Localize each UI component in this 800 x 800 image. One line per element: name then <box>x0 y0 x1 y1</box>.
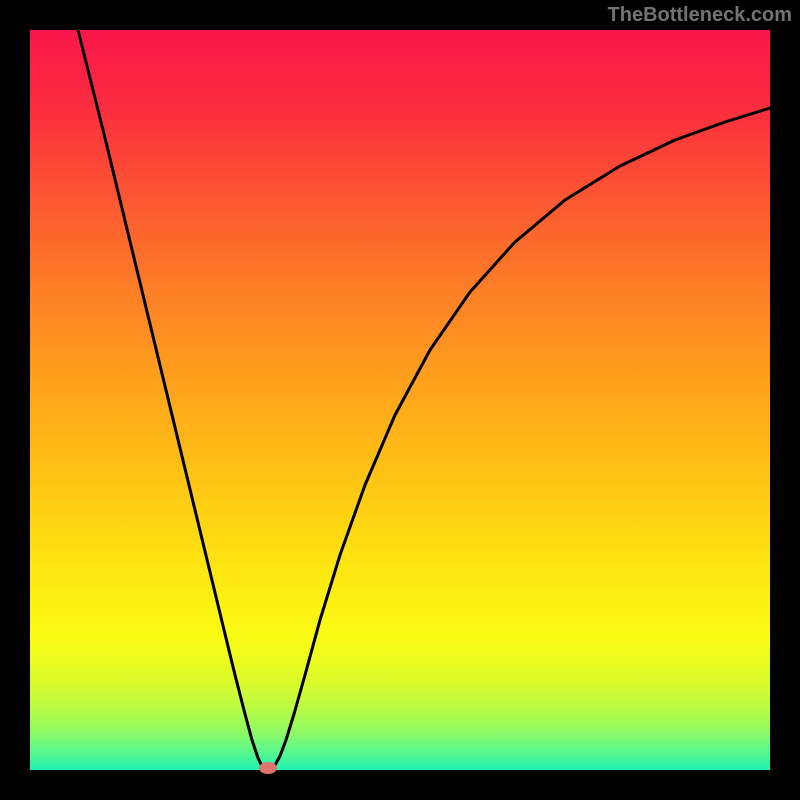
plot-area <box>30 30 770 770</box>
curve-svg <box>30 30 770 770</box>
watermark-text: TheBottleneck.com <box>608 4 792 27</box>
bottleneck-curve <box>78 30 770 770</box>
minimum-marker <box>259 762 277 774</box>
chart-container: TheBottleneck.com <box>0 0 800 800</box>
